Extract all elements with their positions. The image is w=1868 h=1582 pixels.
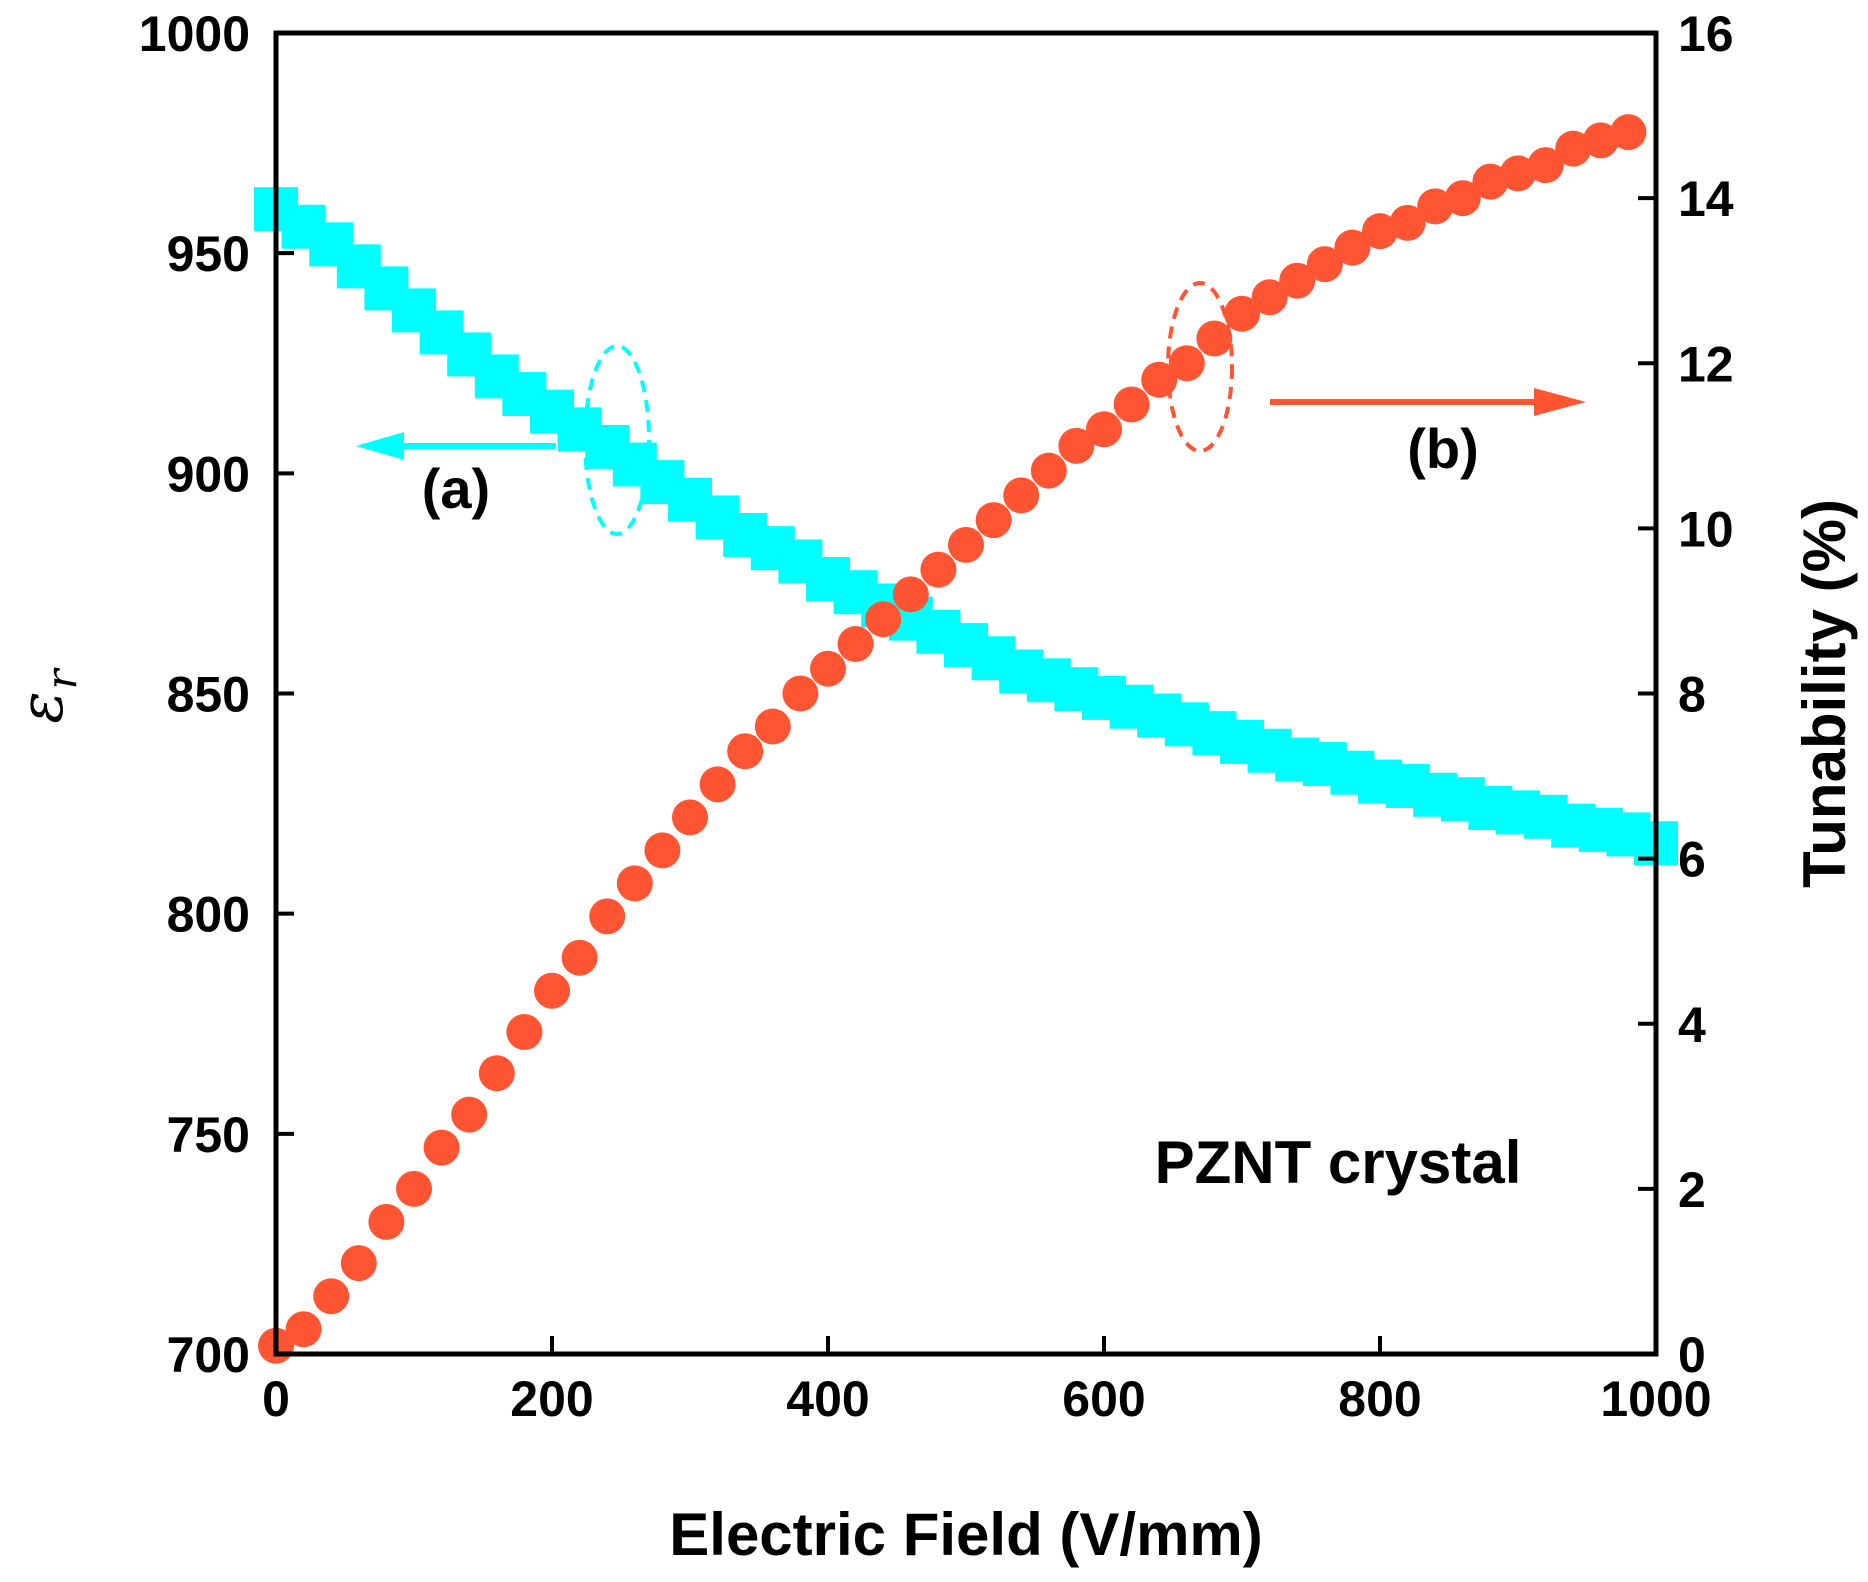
- right-y-tick-label: 14: [1678, 171, 1734, 227]
- series-b-point: [451, 1096, 488, 1133]
- series-b-point: [892, 576, 929, 613]
- left-y-axis-title-subscript: r: [37, 667, 86, 690]
- label-a: (a): [422, 457, 490, 520]
- x-axis-title: Electric Field (V/mm): [669, 1501, 1263, 1568]
- series-b-point: [1196, 320, 1233, 357]
- series-b-point: [340, 1245, 377, 1282]
- series-b-point: [727, 733, 764, 770]
- series-a-group: [254, 187, 1678, 866]
- series-b-point: [1527, 147, 1564, 184]
- left-y-axis-title-epsilon: ε: [7, 691, 77, 723]
- series-b-point: [1279, 262, 1316, 299]
- series-b-point: [837, 625, 874, 662]
- series-b-point: [699, 766, 736, 803]
- series-b-point: [865, 601, 902, 638]
- series-b-point: [1555, 130, 1592, 167]
- series-b-point: [1168, 345, 1205, 382]
- series-b-point: [1003, 477, 1040, 514]
- series-b-point: [396, 1170, 432, 1207]
- left-y-axis-title: ε r: [7, 667, 86, 724]
- right-y-tick-label: 0: [1678, 1327, 1706, 1383]
- left-y-tick-label: 750: [167, 1107, 250, 1163]
- right-y-tick-label: 2: [1678, 1162, 1706, 1218]
- left-y-tick-label: 850: [167, 667, 250, 723]
- series-b-point: [478, 1055, 515, 1092]
- series-b-point: [1251, 279, 1288, 316]
- left-y-tick-label: 950: [167, 226, 250, 282]
- right-y-axis-title: Tunability (%): [1791, 499, 1858, 888]
- arrow-a-head-icon: [356, 432, 404, 460]
- x-tick-label: 200: [510, 1371, 593, 1427]
- series-b-point: [782, 675, 819, 712]
- series-b-point: [1224, 295, 1260, 332]
- series-b-point: [368, 1203, 405, 1240]
- series-b-point: [1030, 452, 1067, 489]
- ellipse-a-marker: [583, 344, 651, 536]
- series-b-point: [754, 708, 791, 745]
- left-y-tick-label: 1000: [139, 6, 250, 62]
- right-y-tick-label: 12: [1678, 336, 1734, 392]
- right-y-tick-label: 6: [1678, 832, 1706, 888]
- ellipse-b-marker: [1166, 281, 1234, 453]
- series-b-point: [1417, 188, 1454, 225]
- series-b-point: [1113, 386, 1150, 423]
- series-b-point: [1472, 163, 1509, 200]
- series-b-point: [1086, 411, 1122, 448]
- series-b-point: [1362, 213, 1398, 250]
- series-b-point: [1389, 204, 1426, 241]
- left-y-tick-label: 900: [167, 446, 250, 502]
- series-b-point: [506, 1014, 543, 1051]
- left-y-tick-label: 700: [167, 1327, 250, 1383]
- series-b-point: [810, 650, 846, 687]
- x-tick-label: 400: [786, 1371, 869, 1427]
- series-b-point: [1500, 155, 1536, 192]
- series-b-point: [1334, 229, 1371, 266]
- series-b-point: [589, 898, 626, 935]
- left-y-tick-label: 800: [167, 887, 250, 943]
- series-b-point: [1058, 427, 1095, 464]
- series-b-point: [920, 551, 957, 588]
- series-b-point: [1306, 246, 1343, 283]
- x-tick-label: 600: [1062, 1371, 1145, 1427]
- annotations-group: (a) (b) PZNT crystal: [356, 281, 1586, 1196]
- series-b-point: [1610, 114, 1647, 151]
- series-b-point: [1444, 180, 1481, 217]
- label-b: (b): [1407, 417, 1479, 480]
- right-y-tick-label: 8: [1678, 667, 1706, 723]
- right-y-tick-label: 10: [1678, 501, 1734, 557]
- x-tick-label: 1000: [1600, 1371, 1711, 1427]
- series-b-point: [285, 1311, 322, 1348]
- series-b-group: [258, 114, 1647, 1364]
- x-tick-label: 800: [1338, 1371, 1421, 1427]
- series-b-point: [644, 832, 681, 869]
- series-b-point: [975, 502, 1012, 539]
- series-b-point: [1582, 122, 1619, 159]
- series-b-point: [313, 1278, 350, 1315]
- series-b-point: [948, 526, 984, 563]
- series-b-point: [616, 865, 653, 902]
- right-y-tick-label: 4: [1678, 997, 1706, 1053]
- arrow-b-head-icon: [1534, 388, 1586, 416]
- series-b-point: [672, 799, 708, 836]
- right-y-tick-label: 16: [1678, 6, 1734, 62]
- sample-label: PZNT crystal: [1155, 1129, 1522, 1196]
- series-b-point: [534, 972, 570, 1009]
- x-tick-label: 0: [262, 1371, 290, 1427]
- series-b-point: [423, 1129, 460, 1166]
- series-b-point: [561, 939, 598, 976]
- ticks-group: 0 200 400 600 800 100070075080085090095010000…: [139, 6, 1734, 1427]
